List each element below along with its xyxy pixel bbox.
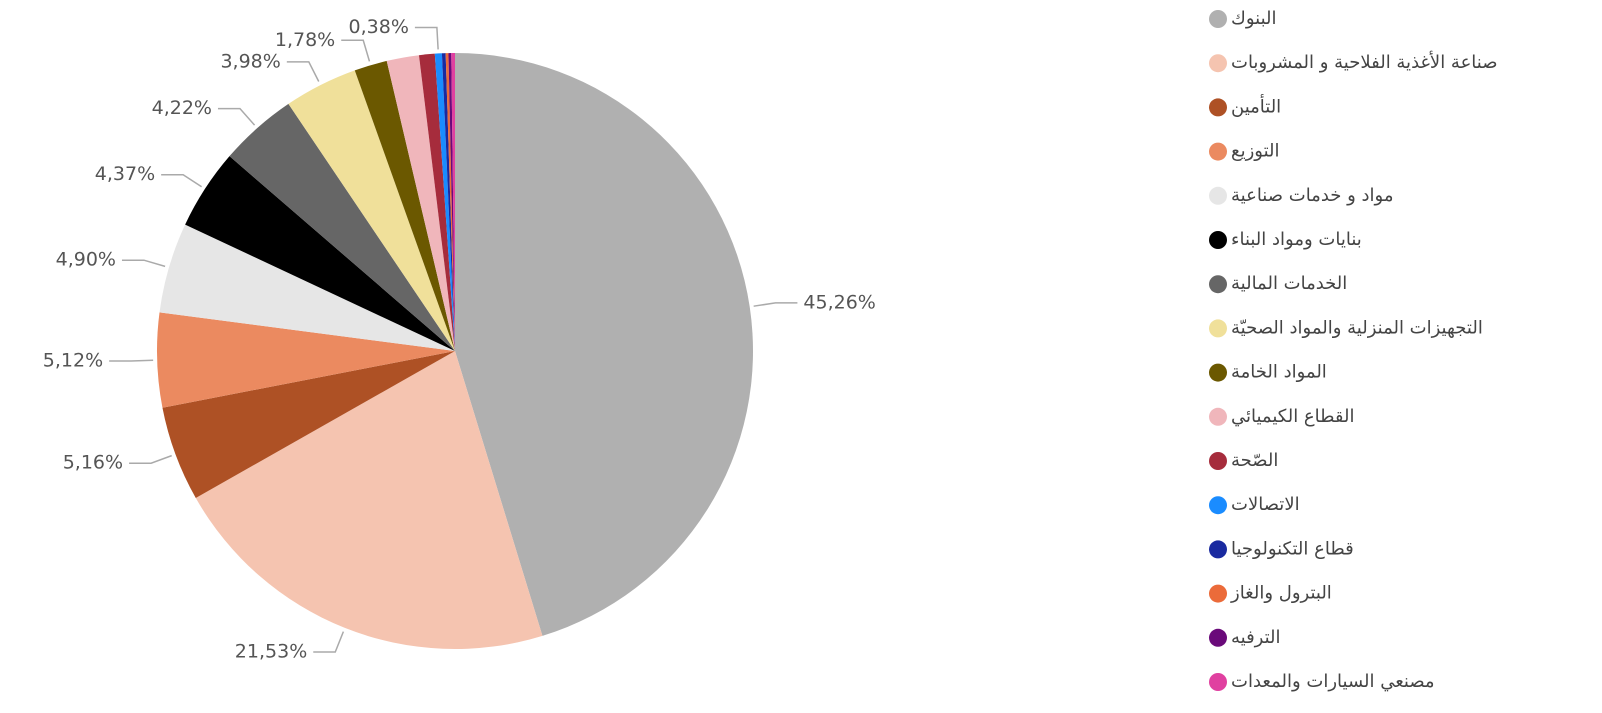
legend-swatch: [1209, 319, 1227, 338]
legend-swatch: [1209, 142, 1227, 161]
legend-swatch: [1209, 452, 1227, 470]
leader-line: [121, 259, 166, 268]
legend-swatch: [1209, 363, 1227, 382]
legend-label: التوزيع: [1231, 141, 1280, 162]
pie-slice: [448, 53, 455, 351]
legend-label: البنوك: [1231, 8, 1276, 29]
data-label: 21,53%: [235, 641, 307, 663]
leader-line: [313, 631, 345, 653]
legend-swatch: [1209, 584, 1227, 603]
legend-label: قطاع التكنولوجيا: [1231, 538, 1354, 559]
legend-label: المواد الخامة: [1231, 362, 1327, 383]
data-label: 0,38%: [349, 16, 409, 38]
pie-slice: [451, 53, 455, 351]
legend-label: مواد و خدمات صناعية: [1231, 185, 1393, 206]
leader-line: [341, 39, 371, 62]
legend-label: مصنعي السيارات والمعدات: [1231, 671, 1435, 692]
pie-slice: [445, 53, 455, 352]
legend-label: الصّحة: [1231, 450, 1278, 471]
data-label: 4,37%: [95, 163, 155, 185]
legend-swatch: [1209, 98, 1227, 117]
legend-swatch: [1209, 231, 1227, 249]
pie-slice: [159, 224, 455, 351]
pie-slice: [441, 53, 455, 352]
data-label: 45,26%: [803, 291, 875, 313]
legend-swatch: [1209, 496, 1227, 515]
leader-line: [129, 454, 172, 464]
pie-slice: [434, 53, 455, 352]
data-label: 4,90%: [56, 249, 116, 271]
data-label: 3,98%: [220, 50, 280, 72]
leader-line: [109, 359, 154, 362]
legend-label: التأمين: [1231, 93, 1281, 117]
data-label: 4,22%: [152, 97, 212, 119]
leader-line: [414, 26, 439, 50]
leader-line: [161, 173, 203, 188]
pie-slice: [185, 156, 455, 351]
data-label: 5,12%: [43, 349, 103, 371]
leader-line: [286, 61, 320, 82]
legend-label: الخدمات المالية: [1231, 273, 1347, 294]
pie-slice: [455, 53, 754, 636]
pie-slice: [418, 53, 455, 351]
legend-swatch: [1209, 275, 1227, 294]
pie-slice: [229, 103, 455, 352]
legend-label: القطاع الكيميائي: [1231, 406, 1355, 427]
leader-line: [217, 107, 256, 126]
legend-label: صناعة الأغذية الفلاحية و المشروبات: [1231, 51, 1498, 73]
legend-swatch: [1209, 673, 1227, 691]
pie-slice: [354, 60, 455, 351]
legend-swatch: [1209, 10, 1227, 28]
legend-label: الاتصالات: [1231, 494, 1300, 515]
legend-swatch: [1209, 628, 1227, 647]
data-label: 5,16%: [63, 452, 123, 474]
legend-swatch: [1209, 540, 1227, 559]
legend-label: بنايات ومواد البناء: [1231, 229, 1362, 250]
legend-label: التجهيزات المنزلية والمواد الصحيّة: [1231, 317, 1483, 338]
legend-swatch: [1209, 186, 1227, 205]
legend-label: الترفيه: [1231, 627, 1281, 648]
pie-slice: [162, 351, 456, 498]
pie-slice: [288, 70, 455, 351]
legend-label: البترول والغاز: [1230, 583, 1332, 604]
legend-swatch: [1209, 407, 1227, 426]
legend-swatch: [1209, 54, 1227, 73]
leader-line: [753, 302, 798, 307]
data-label: 1,78%: [275, 29, 335, 51]
pie-slice: [157, 312, 455, 408]
pie-slice: [386, 55, 455, 351]
pie-slice: [195, 351, 543, 650]
